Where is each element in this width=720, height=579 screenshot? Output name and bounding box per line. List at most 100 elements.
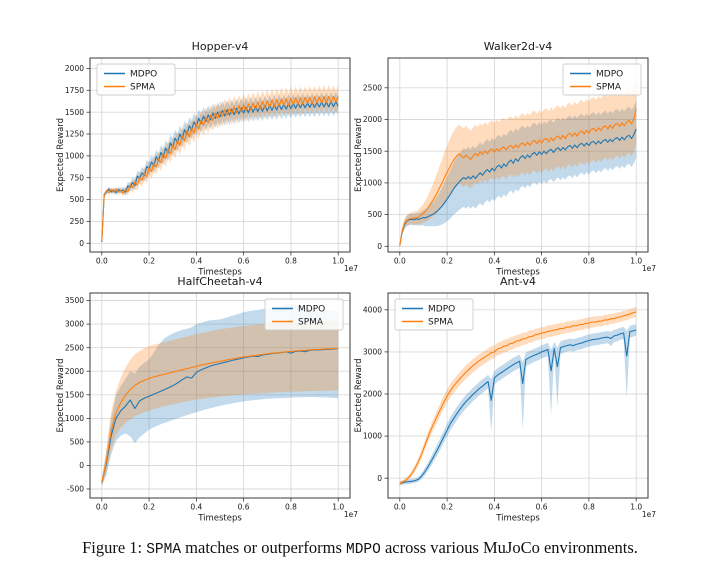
tick-marks [86,68,339,256]
line-spma [101,347,339,484]
x-axis-label: Timesteps [197,514,242,524]
y-tick-label: 2000 [363,390,382,399]
x-tick-label: 0.6 [536,257,548,266]
y-tick-label: 2000 [363,115,382,124]
x-tick-label: 1.0 [332,503,344,512]
y-tick-label: 500 [70,438,85,447]
x-tick-label: 0.8 [285,503,297,512]
legend-label: MDPO [130,70,157,80]
x-axis-label: Timesteps [495,514,540,524]
line-spma [101,95,339,242]
axes-box [89,292,351,499]
legend-label: MDPO [596,70,623,80]
line-spma [399,108,637,246]
y-tick-label: 1500 [65,108,84,117]
y-axis-label: Expected Reward [354,118,364,192]
plot-title: Hopper-v4 [192,40,249,53]
y-axis-label: Expected Reward [56,118,66,192]
x-tick-label: 0.2 [441,503,453,512]
y-tick-label: 3000 [363,348,382,357]
axes-box [387,57,649,253]
chart-walker2d-v4: 0.0 0.2 0.4 0.6 0.8 1.0 0 500 1000 1500 2000 2500 Wa… [354,40,656,278]
legend-label: SPMA [298,318,324,328]
line-mdpo [399,329,637,484]
axis-offset-label: 1e7 [344,264,358,273]
band-mdpo [101,303,339,486]
figure-caption: Figure 1: SPMA matches or outperforms MD… [0,538,720,558]
band-mdpo [399,100,637,247]
caption-prefix: Figure 1: [82,538,147,557]
y-tick-label: 1750 [65,86,84,95]
axes-box [387,292,649,499]
x-tick-label: 1.0 [630,503,642,512]
y-tick-label: 0 [79,461,84,470]
y-tick-label: 500 [70,195,85,204]
y-tick-label: 1250 [65,130,84,139]
legend-label: SPMA [428,318,454,328]
tick-marks [384,87,637,256]
x-axis-label: Timesteps [495,268,540,278]
caption-suffix: across various MuJoCo environments. [380,538,638,557]
x-tick-label: 0.8 [583,503,595,512]
band-mdpo [399,324,637,486]
axes-box [89,57,351,253]
legend-label: SPMA [130,83,156,93]
x-tick-label: 0.8 [583,257,595,266]
y-tick-label: 4000 [363,305,382,314]
legend: MDPO SPMA [562,63,642,96]
x-tick-label: 0.0 [394,257,406,266]
legend-label: SPMA [596,83,622,93]
y-tick-label: 3500 [65,296,84,305]
y-tick-label: 0 [79,239,84,248]
y-tick-label: 1000 [65,414,84,423]
y-tick-label: 1500 [363,147,382,156]
grid-lines [90,293,350,498]
y-tick-label: 3000 [65,320,84,329]
x-tick-label: 0.6 [238,503,250,512]
chart-ant-v4: 0.0 0.2 0.4 0.6 0.8 1.0 0 1000 2000 3000 4000 Ant-v… [354,275,656,524]
x-tick-label: 1.0 [332,257,344,266]
x-tick-label: 0.6 [238,257,250,266]
x-tick-label: 0.0 [96,257,108,266]
y-tick-label: 2000 [65,64,84,73]
tick-marks [86,300,339,502]
y-tick-label: 0 [377,242,382,251]
x-tick-label: 0.6 [536,503,548,512]
legend: MDPO SPMA [96,63,176,96]
y-tick-label: 2500 [65,343,84,352]
y-tick-label: 0 [377,474,382,483]
y-tick-label: 250 [70,217,85,226]
x-axis-label: Timesteps [197,268,242,278]
legend: MDPO SPMA [264,298,344,331]
tick-marks [384,309,637,502]
x-tick-label: 0.2 [143,257,155,266]
axis-offset-label: 1e7 [642,264,656,273]
y-tick-label: 2500 [363,83,382,92]
x-tick-label: 0.0 [96,503,108,512]
x-tick-label: 0.8 [285,257,297,266]
axis-offset-label: 1e7 [344,510,358,519]
chart-hopper-v4: 0.0 0.2 0.4 0.6 0.8 1.0 0 250 500 750 1000 1250 1500… [56,40,358,278]
band-spma [101,85,339,244]
x-tick-label: 0.4 [190,257,202,266]
y-tick-label: 1000 [65,151,84,160]
x-tick-label: 0.4 [488,257,500,266]
legend-label: MDPO [298,305,325,315]
line-spma [399,311,637,484]
y-axis-label: Expected Reward [56,358,66,432]
plot-title: HalfCheetah-v4 [177,275,262,288]
axis-offset-label: 1e7 [642,510,656,519]
y-tick-label: 2000 [65,367,84,376]
x-tick-label: 0.2 [143,503,155,512]
line-mdpo [101,101,339,243]
line-mdpo [399,128,637,246]
legend: MDPO SPMA [394,298,474,331]
y-tick-label: 500 [368,210,383,219]
y-tick-label: 1500 [65,390,84,399]
y-tick-label: 1000 [363,178,382,187]
chart-halfcheetah-v4: 0.0 0.2 0.4 0.6 0.8 1.0 -500 0 500 1000 1500 2000 25… [56,275,358,524]
x-tick-label: 0.2 [441,257,453,266]
legend-label: MDPO [428,305,455,315]
caption-code-mdpo: MDPO [346,542,381,558]
